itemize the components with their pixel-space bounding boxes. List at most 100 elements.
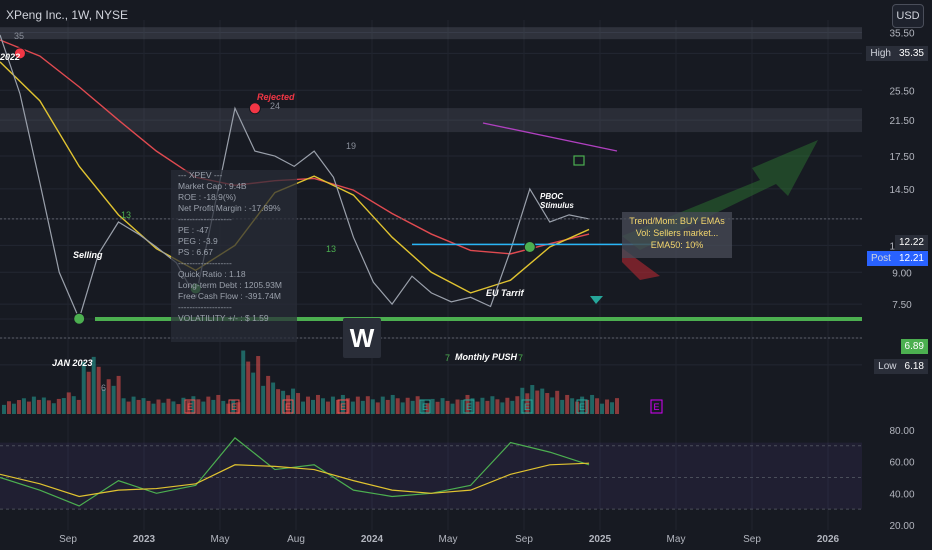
fundamentals-info-box: --- XPEV --- Market Cap : 9.4B ROE : -18.9… [171, 170, 297, 342]
volume-bar [480, 397, 485, 414]
chart-annotation: PBOC Stimulus [540, 192, 574, 210]
price-tag-label: High [866, 46, 895, 61]
volume-bar [136, 399, 141, 414]
volume-bar [251, 372, 256, 414]
volume-bar [301, 401, 306, 414]
y-tick-label: 35.50 [889, 28, 914, 39]
price-tag-value: 12.21 [894, 251, 928, 266]
volume-bar [615, 398, 619, 414]
price-tag-value: 12.22 [894, 235, 928, 250]
volume-bar [246, 361, 251, 414]
x-tick-label: Sep [515, 534, 533, 545]
volume-bar [445, 400, 450, 414]
volume-bar [126, 401, 131, 414]
volume-bar [605, 399, 610, 414]
chart-annotation: 7 [445, 353, 451, 363]
volume-bar [146, 400, 151, 414]
volume-bar [296, 393, 301, 414]
info-box-line: Market Cap : 9.4B [178, 181, 247, 191]
volume-bar [555, 390, 560, 414]
osc-y-tick-label: 20.00 [889, 521, 914, 532]
marker-high [13, 47, 26, 60]
x-tick-label: 2024 [361, 534, 384, 545]
osc-y-tick-label: 60.00 [889, 458, 914, 469]
volume-bar [206, 396, 211, 414]
volume-bar [171, 401, 176, 414]
volume-bar [330, 396, 335, 414]
x-tick-label: May [439, 534, 458, 545]
volume-bar [276, 389, 281, 414]
volume-bar [470, 398, 475, 414]
volume-bar [405, 397, 410, 414]
chart-annotation: 13 [121, 210, 132, 220]
volume-bar [201, 401, 206, 414]
volume-bar [380, 396, 385, 414]
chart-annotation: JAN 2023 [52, 358, 93, 368]
volume-bar [495, 399, 500, 414]
volume-bar [370, 399, 375, 414]
info-box-line: --- XPEV --- [178, 170, 223, 180]
volume-bar [266, 375, 271, 414]
price-tag: Low 6.18 [874, 359, 928, 374]
osc-y-tick-label: 80.00 [889, 426, 914, 437]
volume-bar [350, 401, 355, 414]
volume-bar [131, 396, 136, 414]
info-box-line: PS : 6.67 [178, 247, 213, 257]
volume-bar [440, 398, 445, 414]
earnings-marker-text: E [524, 402, 530, 412]
earnings-badge [419, 399, 431, 414]
price-tag: 12.22 [894, 235, 928, 250]
currency-button[interactable]: USD [892, 4, 924, 28]
y-tick-label: 7.50 [892, 300, 912, 311]
volume-bar [106, 379, 111, 414]
chart-annotation: 19 [346, 141, 357, 151]
earnings-marker-text: E [579, 402, 585, 412]
volume-bar [430, 398, 435, 414]
volume-bar [226, 403, 231, 414]
x-tick-label: May [211, 534, 230, 545]
y-tick-label: 25.50 [889, 86, 914, 97]
info-box-line: Quick Ratio : 1.18 [178, 269, 246, 279]
volume-bar [325, 401, 330, 414]
x-tick-label: Sep [59, 534, 77, 545]
volume-bar [385, 399, 390, 414]
volume-bar [161, 402, 166, 414]
price-tag-value: 6.89 [900, 339, 928, 354]
volume-bar [26, 401, 31, 414]
trend-info-box: Trend/Mom: BUY EMAs Vol: Sellers market..… [622, 212, 732, 258]
volume-bar [535, 390, 540, 414]
price-tag-value: 6.18 [900, 359, 928, 374]
volume-bar [31, 396, 36, 414]
volume-bar [261, 385, 266, 414]
marker-breakout [523, 241, 536, 254]
volume-bar [231, 399, 236, 414]
chart-annotation: Rejected [257, 92, 295, 102]
info-box-line: ------------------- [178, 258, 232, 268]
info-box-line: PEG : -3.9 [178, 236, 218, 246]
earnings-badge [282, 399, 294, 414]
price-tag-label: Low [874, 359, 901, 374]
info-box-line: VOLATILITY +/- : $ 1.59 [178, 313, 269, 323]
chart-annotation: Monthly PUSH [455, 352, 517, 362]
earnings-marker-text: E [187, 402, 193, 412]
price-tag: Post 12.21 [866, 251, 928, 266]
volume-bar [590, 394, 595, 414]
volume-bar [121, 398, 126, 414]
volume-bar [6, 401, 11, 414]
volume-bar [141, 398, 146, 414]
oscillator-band [0, 442, 862, 510]
volume-bar [420, 400, 425, 414]
earnings-badge [576, 399, 588, 414]
volume-bar [21, 398, 26, 414]
chart-annotation: 7 [518, 353, 524, 363]
volume-bar [186, 400, 191, 414]
chart-annotation: EU Tarrif [486, 288, 524, 298]
volume-bar [550, 397, 555, 414]
earnings-badge-upcoming [650, 399, 663, 414]
y-axis-labels: 35.5031.5025.5021.5017.5014.5010.509.007… [889, 28, 914, 532]
earnings-marker-text: E [653, 402, 659, 412]
volume-bar [595, 398, 600, 414]
volume-bar [600, 403, 605, 414]
trend-box-line: Trend/Mom: BUY EMAs [629, 216, 725, 226]
chart-title: XPeng Inc., 1W, NYSE [6, 8, 129, 22]
